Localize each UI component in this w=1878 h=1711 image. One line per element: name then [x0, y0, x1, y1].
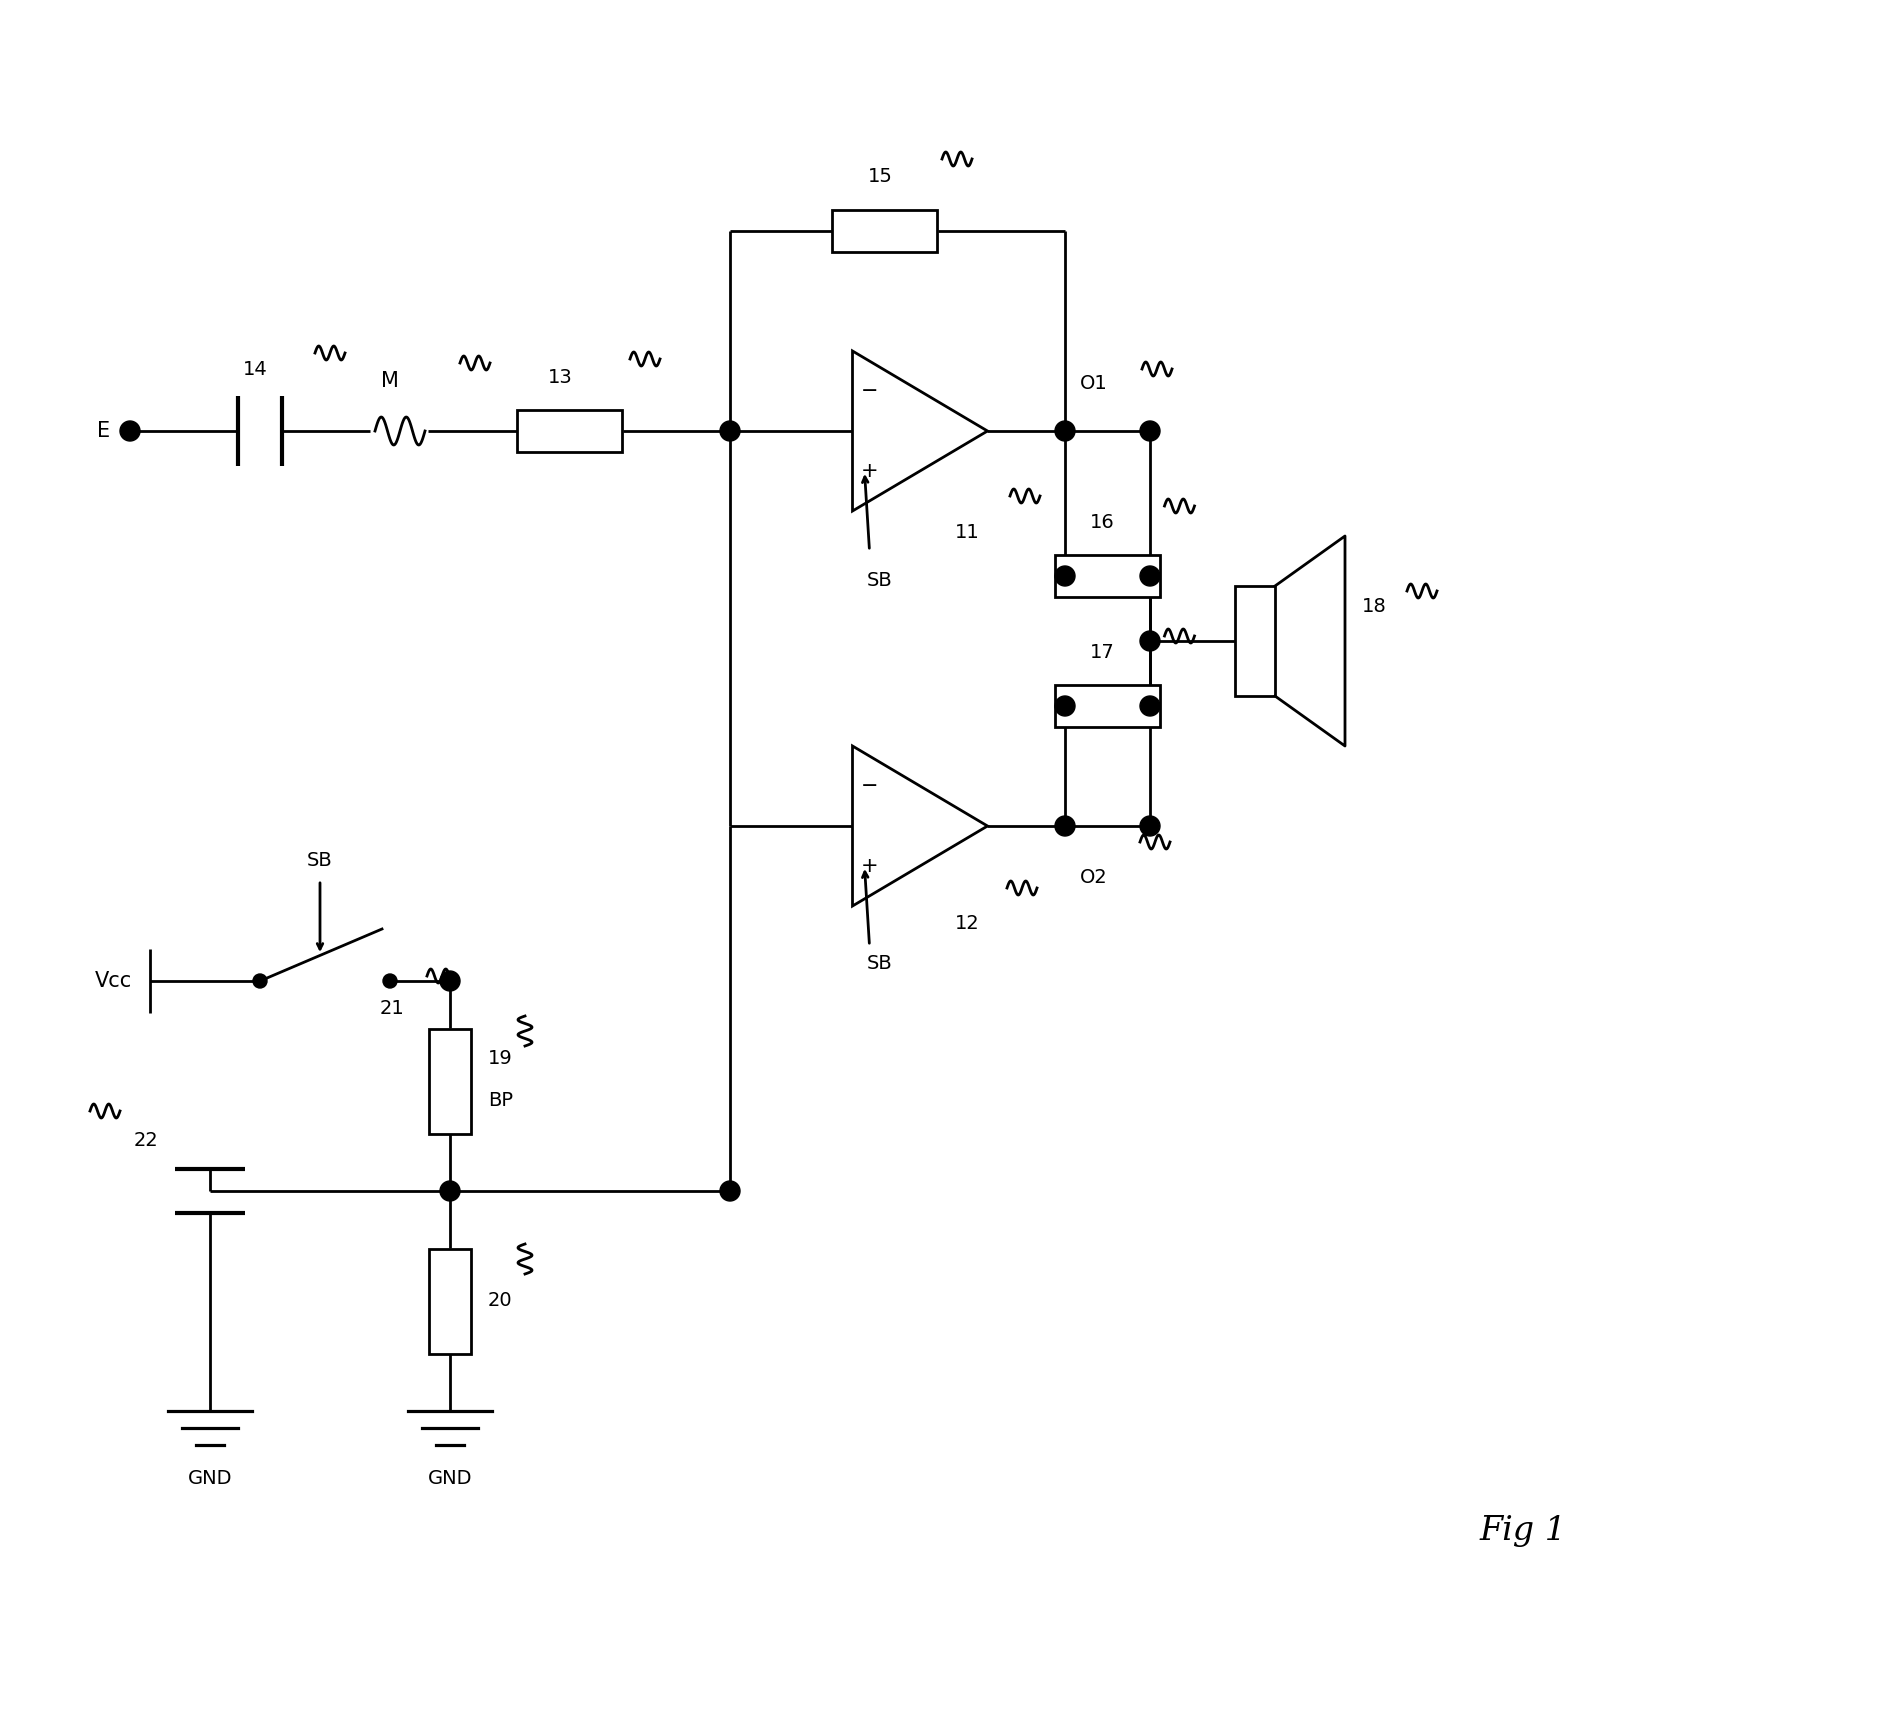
Bar	[428, 1028, 471, 1133]
Circle shape	[254, 974, 267, 987]
Text: 15: 15	[868, 168, 892, 186]
Text: M: M	[381, 371, 398, 392]
Bar	[518, 411, 622, 452]
Text: +: +	[860, 460, 879, 481]
Text: GND: GND	[188, 1470, 233, 1489]
Circle shape	[1055, 696, 1074, 715]
Bar	[1236, 585, 1275, 696]
Circle shape	[120, 421, 141, 441]
Text: 20: 20	[488, 1292, 513, 1311]
Text: SB: SB	[308, 850, 332, 869]
Bar	[832, 210, 937, 252]
Circle shape	[1055, 816, 1074, 837]
Text: Fig 1: Fig 1	[1480, 1514, 1566, 1547]
Circle shape	[1140, 566, 1161, 585]
Text: BP: BP	[488, 1092, 513, 1110]
Circle shape	[1140, 696, 1161, 715]
Text: SB: SB	[866, 571, 892, 590]
Text: Vcc: Vcc	[94, 972, 131, 991]
Text: −: −	[860, 777, 879, 796]
Circle shape	[1140, 421, 1161, 441]
Text: −: −	[860, 382, 879, 400]
Text: 19: 19	[488, 1049, 513, 1068]
Text: 14: 14	[242, 359, 267, 380]
Circle shape	[1055, 566, 1074, 585]
Circle shape	[1140, 816, 1161, 837]
Bar	[1055, 554, 1161, 597]
Circle shape	[719, 1181, 740, 1201]
Text: 12: 12	[956, 914, 980, 932]
Text: 17: 17	[1089, 643, 1116, 662]
Text: 18: 18	[1362, 597, 1386, 616]
Text: GND: GND	[428, 1470, 471, 1489]
Text: 16: 16	[1089, 513, 1116, 532]
Circle shape	[439, 972, 460, 991]
Text: 21: 21	[379, 999, 406, 1018]
Text: E: E	[98, 421, 111, 441]
Text: 22: 22	[133, 1131, 158, 1150]
Text: SB: SB	[866, 955, 892, 974]
Text: O2: O2	[1080, 867, 1108, 886]
Circle shape	[1055, 421, 1074, 441]
Circle shape	[439, 1181, 460, 1201]
Bar	[428, 1249, 471, 1353]
Text: 13: 13	[548, 368, 573, 387]
Bar	[1055, 684, 1161, 727]
Circle shape	[719, 421, 740, 441]
Circle shape	[383, 974, 396, 987]
Text: 11: 11	[956, 524, 980, 542]
Text: +: +	[860, 856, 879, 876]
Circle shape	[1140, 631, 1161, 650]
Text: O1: O1	[1080, 375, 1108, 394]
